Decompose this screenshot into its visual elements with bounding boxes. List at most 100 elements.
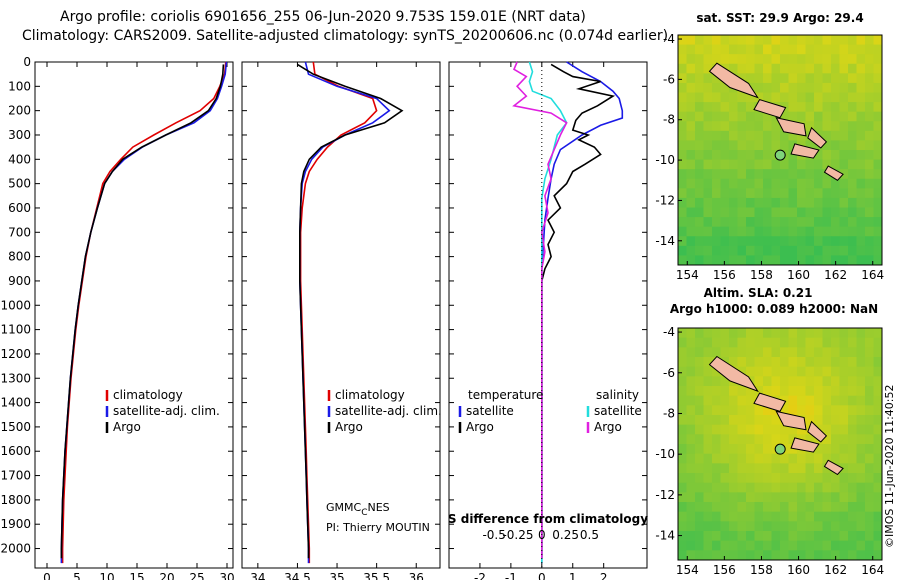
map-cell [805, 502, 815, 513]
map-cell [822, 159, 832, 170]
map-cell [839, 63, 849, 74]
map-cell [848, 82, 857, 93]
y-tick-label: 1200 [0, 347, 31, 361]
map-cell [805, 550, 815, 561]
map-cell [822, 197, 832, 208]
map-cell [729, 207, 738, 218]
map-cell [822, 54, 832, 65]
map-cell [865, 473, 874, 484]
map-cell [848, 245, 857, 256]
map-cell [848, 328, 857, 339]
map-cell [839, 473, 849, 484]
map-cell [686, 188, 696, 199]
map-cell [695, 424, 704, 435]
map-cell [848, 453, 857, 464]
map-cell [865, 82, 874, 93]
map-cell [703, 169, 713, 180]
y-tick-label: 900 [8, 274, 31, 288]
y-tick-label: -14 [655, 234, 675, 248]
map-cell [822, 92, 832, 103]
map-cell [797, 54, 806, 65]
map-cell [831, 521, 840, 532]
map-cell [814, 386, 823, 397]
island-5 [823, 165, 844, 181]
map-cell [780, 54, 789, 65]
map-cell [822, 415, 832, 426]
map-cell [797, 207, 806, 218]
map-cell [805, 492, 815, 503]
map-cell [865, 63, 874, 74]
map-cell [754, 35, 764, 46]
map-cell [873, 54, 883, 65]
map-cell [754, 140, 764, 151]
map-cell [746, 44, 755, 55]
map-cell [754, 111, 764, 122]
map-cell [729, 44, 738, 55]
map-cell [763, 521, 772, 532]
map-cell [678, 102, 687, 113]
map-cell [805, 44, 815, 55]
x-tick-label: 0 [43, 571, 51, 580]
map-cell [712, 366, 721, 377]
map-cell [703, 531, 713, 542]
map-cell [763, 73, 772, 84]
map-cell [848, 540, 857, 551]
map-cell [788, 453, 798, 464]
map-cell [678, 550, 687, 561]
map-cell [822, 102, 832, 113]
map-cell [831, 236, 840, 247]
map-cell [788, 207, 798, 218]
map-cell [754, 159, 764, 170]
y-tick-label: -14 [655, 529, 675, 543]
map-cell [729, 150, 738, 161]
map-cell [746, 197, 755, 208]
map-cell [763, 463, 772, 474]
map-cell [678, 415, 687, 426]
map-cell [856, 121, 866, 132]
map-cell [822, 347, 832, 358]
plot-frame [241, 61, 441, 569]
map-cell [737, 44, 747, 55]
map-cell [771, 511, 781, 522]
y-tick-label: -6 [663, 366, 675, 380]
map-cell [746, 328, 755, 339]
map-cell [814, 159, 823, 170]
map-cell [686, 44, 696, 55]
map-cell [839, 197, 849, 208]
map-cell [831, 395, 840, 406]
map-cell [780, 482, 789, 493]
map-cell [754, 328, 764, 339]
map-cell [814, 395, 823, 406]
map-cell [831, 159, 840, 170]
map-cell [839, 130, 849, 141]
map-cell [822, 511, 832, 522]
island-5 [823, 459, 844, 476]
map-cell [686, 207, 696, 218]
map-cell [831, 357, 840, 368]
map-cell [720, 178, 730, 189]
map-cell [746, 178, 755, 189]
map-cell [839, 82, 849, 93]
map-cell [822, 492, 832, 503]
map-cell [720, 44, 730, 55]
map-cell [788, 463, 798, 474]
map-cell [805, 245, 815, 256]
map-cell [712, 473, 721, 484]
map-cell [856, 347, 866, 358]
map-cell [848, 502, 857, 513]
map-cell [780, 473, 789, 484]
map-cell [814, 463, 823, 474]
map-cell [839, 482, 849, 493]
map-cell [695, 217, 704, 228]
map-cell [856, 366, 866, 377]
map-cell [720, 473, 730, 484]
map-cell [865, 245, 874, 256]
map-cell [848, 150, 857, 161]
map-cell [712, 347, 721, 358]
map-cell [797, 424, 806, 435]
legend-label-sat: satellite-adj. clim. [113, 404, 220, 418]
legend-title-salinity: salinity [596, 388, 639, 402]
map-cell [678, 434, 687, 445]
map-cell [814, 245, 823, 256]
map-cell [686, 140, 696, 151]
